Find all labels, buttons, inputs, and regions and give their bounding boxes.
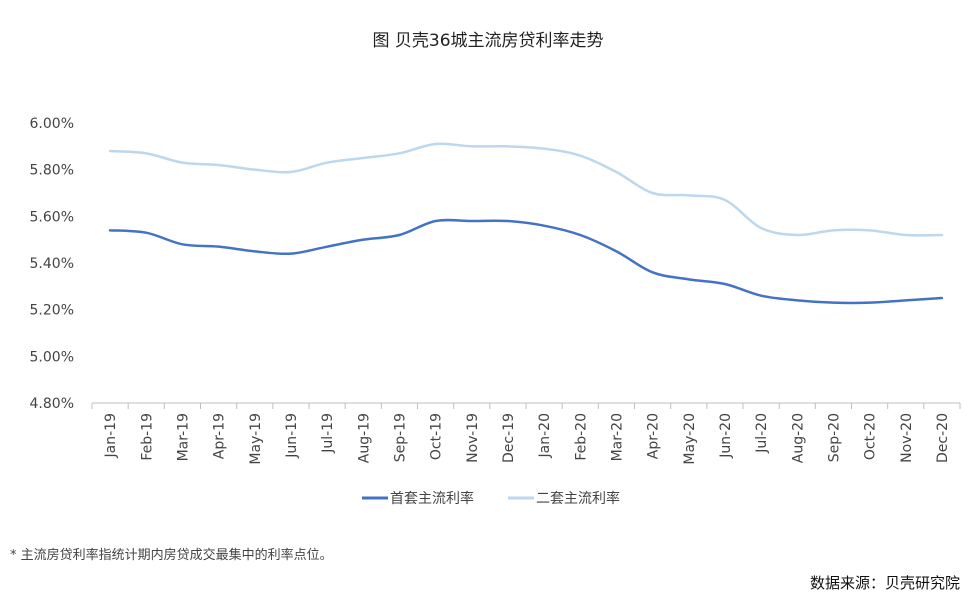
series-layer bbox=[108, 142, 944, 305]
x-tick-label: Jul-20 bbox=[754, 413, 770, 454]
series-line bbox=[108, 218, 944, 305]
x-tick-label: Mar-20 bbox=[609, 413, 625, 461]
series-line bbox=[108, 142, 944, 237]
y-tick-label: 5.80% bbox=[30, 163, 74, 179]
legend-label: 首套主流利率 bbox=[390, 490, 474, 507]
x-tick-label: Feb-19 bbox=[139, 413, 155, 461]
x-tick-label: Dec-19 bbox=[501, 413, 517, 463]
x-tick-label: Sep-19 bbox=[392, 413, 408, 462]
x-tick-label: Aug-19 bbox=[356, 413, 372, 463]
x-axis: Jan-19 Feb-19 Mar-19 Apr-19 May-19 Jun-19 Jul-… bbox=[91, 402, 961, 465]
y-tick-label: 5.00% bbox=[30, 349, 74, 365]
x-tick-label: May-19 bbox=[248, 413, 264, 465]
x-tick-label: Mar-19 bbox=[175, 413, 191, 461]
x-tick-label: Jun-20 bbox=[718, 413, 734, 459]
footnote: * 主流房贷利率指统计期内房贷成交最集中的利率点位。 bbox=[10, 548, 333, 563]
x-tick-label: Oct-20 bbox=[863, 413, 879, 460]
x-tick-label: Apr-20 bbox=[646, 413, 662, 459]
x-tick-label: Oct-19 bbox=[429, 413, 445, 460]
x-tick-label: Jul-19 bbox=[320, 413, 336, 454]
x-tick-label: Nov-19 bbox=[465, 413, 481, 463]
x-tick-label: Apr-19 bbox=[212, 413, 228, 459]
x-tick-label: Nov-20 bbox=[899, 413, 915, 463]
x-tick-label: Aug-20 bbox=[790, 413, 806, 463]
y-tick-label: 5.20% bbox=[30, 303, 74, 319]
y-tick-label: 5.40% bbox=[30, 256, 74, 272]
x-tick-label: Sep-20 bbox=[826, 413, 842, 462]
y-tick-label: 6.00% bbox=[30, 116, 74, 132]
x-tick-label: Feb-20 bbox=[573, 413, 589, 461]
x-tick-label: Dec-20 bbox=[935, 413, 951, 463]
y-axis: 4.80% 5.00% 5.20% 5.40% 5.60% 5.80% 6.00% bbox=[30, 116, 74, 412]
chart-title: 图 贝壳36城主流房贷利率走势 bbox=[372, 31, 604, 51]
x-tick-label: Jan-19 bbox=[103, 413, 119, 458]
y-tick-label: 5.60% bbox=[30, 209, 74, 225]
legend: 首套主流利率 二套主流利率 bbox=[362, 490, 620, 507]
x-tick-label: May-20 bbox=[682, 413, 698, 465]
source-note: 数据来源：贝壳研究院 bbox=[809, 574, 960, 592]
y-tick-label: 4.80% bbox=[30, 396, 74, 412]
x-tick-label: Jan-20 bbox=[537, 413, 553, 458]
legend-label: 二套主流利率 bbox=[536, 490, 620, 507]
x-tick-label: Jun-19 bbox=[284, 413, 300, 459]
